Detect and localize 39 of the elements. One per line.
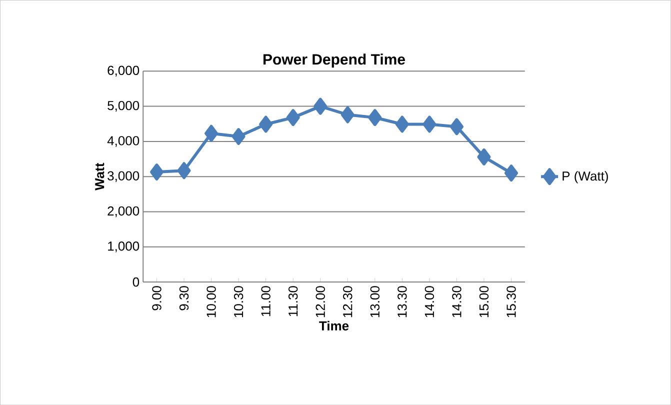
chart-title: Power Depend Time: [264, 54, 405, 68]
y-tick-label: 1,000: [108, 241, 140, 252]
x-tick-label: 10.00: [206, 286, 216, 318]
x-tick-label: 14.30: [452, 286, 462, 318]
point: [314, 98, 328, 115]
x-tick-label: 9.00: [152, 286, 162, 310]
x-tick-label: 11.30: [288, 286, 298, 316]
y-tick-label: 2,000: [108, 206, 140, 218]
point: [286, 108, 300, 126]
point: [204, 124, 218, 142]
x-tick-label: 11.00: [261, 286, 270, 316]
x-tick-label: 15.30: [506, 286, 516, 318]
y-tick-label: 0: [132, 277, 140, 287]
x-tick-label: 10.30: [234, 286, 244, 318]
y-tick-label: 3,000: [108, 171, 140, 182]
y-tick-label: 4,000: [107, 136, 140, 147]
point: [395, 116, 409, 133]
legend-label: P (Watt): [562, 171, 608, 184]
x-tick-label: 15.00: [479, 286, 489, 318]
y-tick-label: 6,000: [108, 66, 140, 76]
point: [422, 116, 436, 133]
point: [177, 162, 191, 180]
point: [150, 163, 164, 180]
y-axis-title: Watt: [95, 162, 104, 190]
y-tick-label: 5,000: [108, 100, 140, 112]
point: [259, 116, 273, 133]
x-tick-label: 9.30: [179, 286, 189, 310]
x-tick-label: 12.00: [316, 286, 325, 318]
point: [232, 128, 246, 145]
x-tick-label: 13.00: [370, 286, 380, 318]
x-tick-label: 12.30: [343, 286, 352, 318]
point: [340, 106, 354, 124]
x-tick-label: 14.00: [424, 286, 434, 318]
point: [504, 164, 518, 182]
x-tick-label: 13.30: [398, 286, 407, 318]
point: [450, 118, 464, 136]
point: [368, 108, 382, 126]
point: [477, 148, 491, 166]
x-axis-title: Time: [319, 320, 349, 330]
